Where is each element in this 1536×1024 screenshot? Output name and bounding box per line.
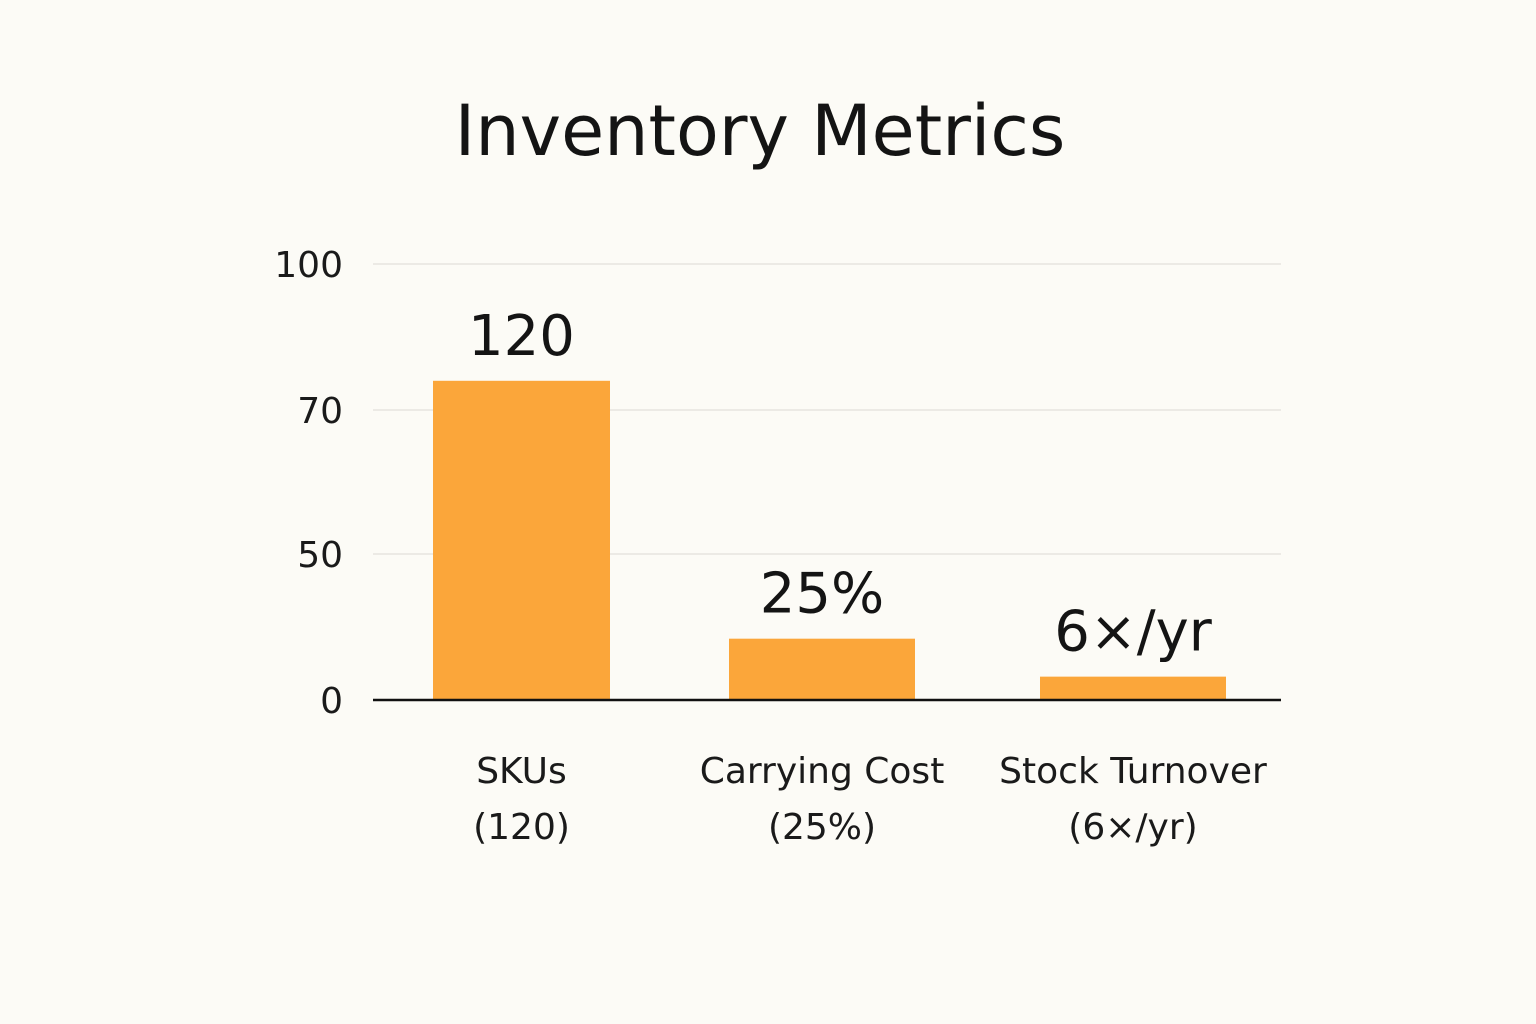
data-labels: 120 25% 6×/yr: [468, 304, 1213, 665]
category-label-0-line2: (120): [473, 807, 570, 848]
data-label-2: 6×/yr: [1054, 600, 1213, 665]
category-label-2-line2: (6×/yr): [1068, 807, 1197, 848]
y-tick-label-0: 0: [320, 681, 343, 722]
data-label-0: 120: [468, 304, 575, 369]
category-labels: SKUs (120) Carrying Cost (25%) Stock Turnove…: [473, 751, 1267, 848]
chart-title: Inventory Metrics: [455, 90, 1066, 172]
y-tick-label-70: 70: [297, 391, 343, 432]
category-label-2-line1: Stock Turnover: [999, 751, 1267, 792]
bar-2: [1040, 676, 1226, 700]
y-tick-labels: 0 50 70 100: [274, 245, 343, 722]
category-label-1-line1: Carrying Cost: [700, 751, 945, 792]
bars: [433, 380, 1226, 700]
y-tick-label-50: 50: [297, 535, 343, 576]
bar-0: [433, 380, 610, 700]
category-label-1-line2: (25%): [768, 807, 876, 848]
bar-1: [729, 638, 915, 700]
y-tick-label-100: 100: [274, 245, 343, 286]
data-label-1: 25%: [760, 562, 884, 627]
category-label-0-line1: SKUs: [476, 751, 567, 792]
